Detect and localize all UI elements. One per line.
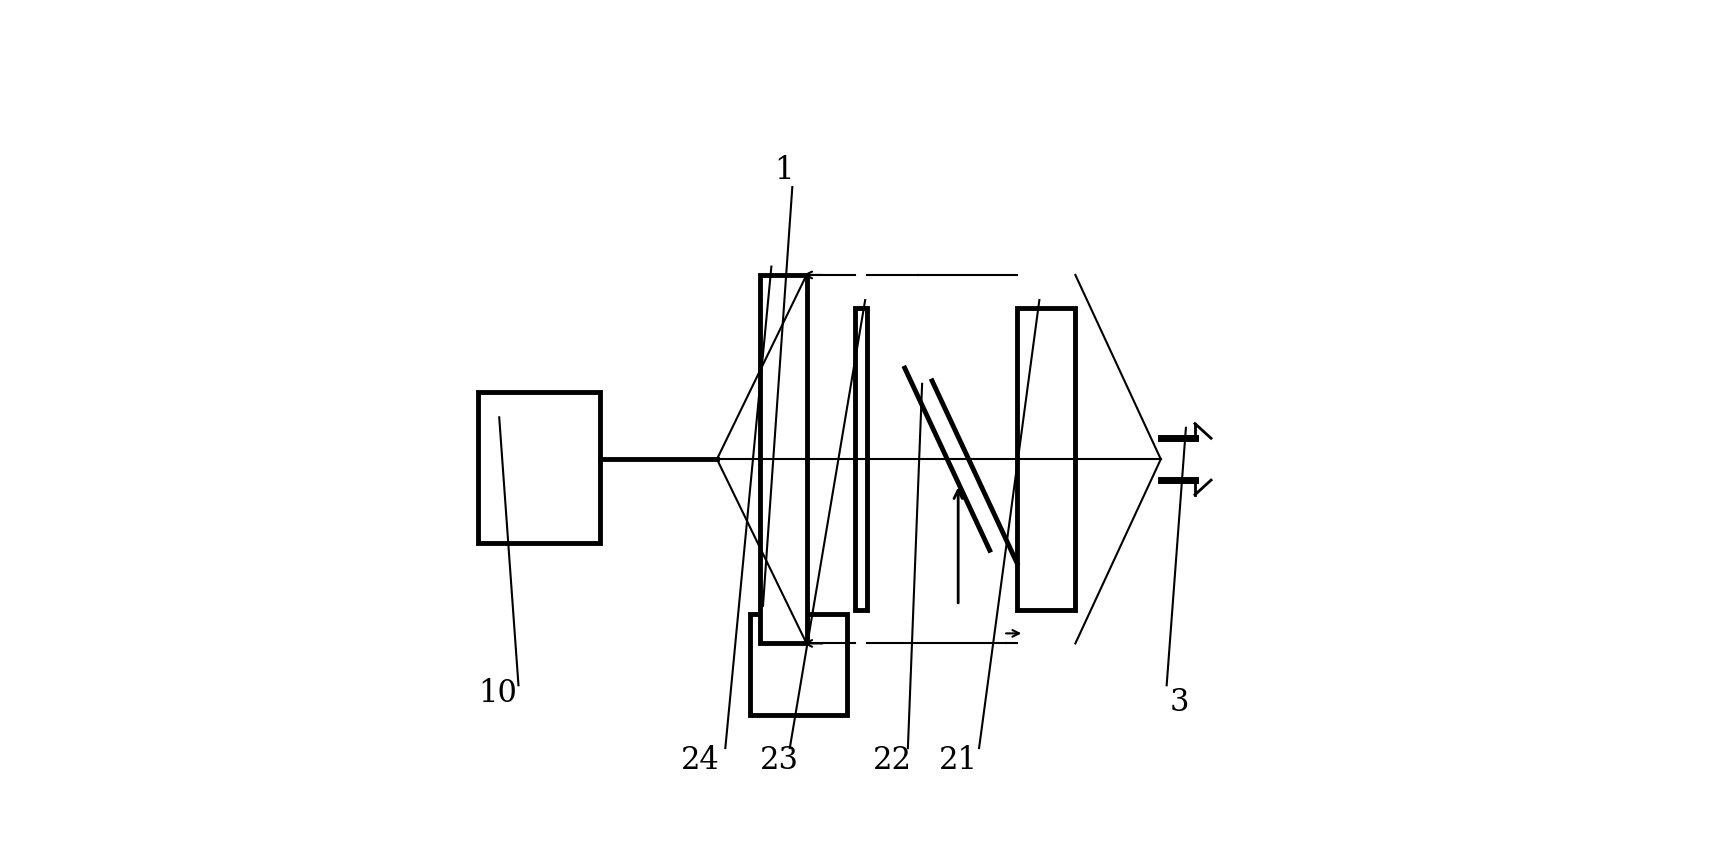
Text: 10: 10 <box>478 678 516 709</box>
Text: 21: 21 <box>939 745 977 776</box>
Bar <box>478 392 599 543</box>
Text: 1: 1 <box>774 155 794 185</box>
Bar <box>751 614 846 715</box>
Text: 24: 24 <box>680 745 720 776</box>
Bar <box>760 275 807 643</box>
Text: 22: 22 <box>874 745 912 776</box>
Bar <box>855 309 867 610</box>
Text: 23: 23 <box>760 745 800 776</box>
Bar <box>1017 309 1076 610</box>
Text: 3: 3 <box>1169 686 1188 717</box>
